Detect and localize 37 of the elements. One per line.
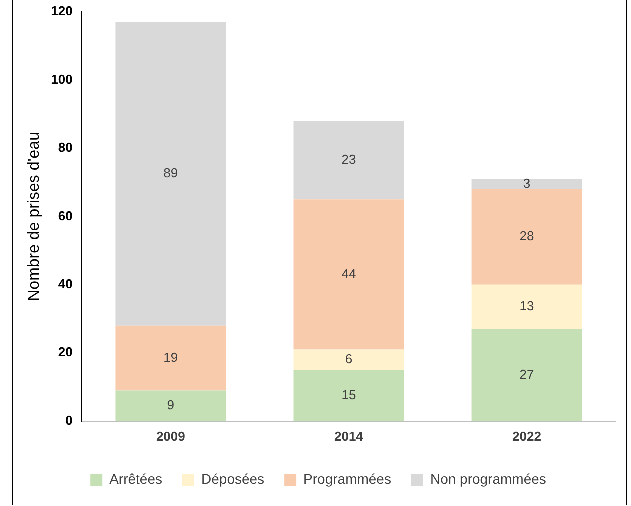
- y-tick-label: 0: [66, 412, 73, 428]
- bar: [116, 22, 226, 326]
- data-label: 28: [520, 228, 534, 244]
- bar: [472, 284, 582, 330]
- data-label: 6: [345, 352, 353, 367]
- data-label: 44: [342, 266, 356, 282]
- bar: [472, 189, 582, 285]
- data-label: 3: [523, 176, 531, 191]
- bar: [472, 329, 582, 422]
- bar: [294, 370, 404, 422]
- data-label: 15: [342, 387, 356, 402]
- data-label: 23: [342, 152, 356, 167]
- bar: [116, 390, 226, 422]
- y-tick-label: 60: [58, 208, 73, 224]
- x-tick-label: 2009: [156, 428, 186, 444]
- y-tick-label: 40: [58, 276, 73, 292]
- y-tick-label: 100: [51, 72, 73, 87]
- y-tick-label: 20: [58, 344, 73, 360]
- bar: [294, 121, 404, 200]
- bar: [294, 200, 404, 350]
- bar: [294, 350, 404, 370]
- x-tick-label: 2022: [512, 428, 542, 444]
- legend-label: Programmées: [304, 470, 392, 487]
- legend-label: Arrêtées: [110, 470, 163, 487]
- data-label: 19: [164, 350, 178, 365]
- data-label: 9: [167, 398, 175, 413]
- data-label: 89: [164, 166, 178, 181]
- legend-label: Non programmées: [430, 470, 546, 487]
- y-axis-title: Nombre de prises d'eau: [26, 132, 44, 302]
- data-label: 13: [520, 298, 534, 314]
- data-label: 27: [520, 366, 534, 382]
- legend-label: Déposées: [202, 470, 265, 487]
- y-tick-label: 80: [58, 140, 73, 156]
- x-tick-label: 2014: [334, 428, 364, 444]
- y-tick-label: 120: [51, 4, 73, 19]
- bar: [116, 326, 226, 391]
- bar: [472, 179, 582, 190]
